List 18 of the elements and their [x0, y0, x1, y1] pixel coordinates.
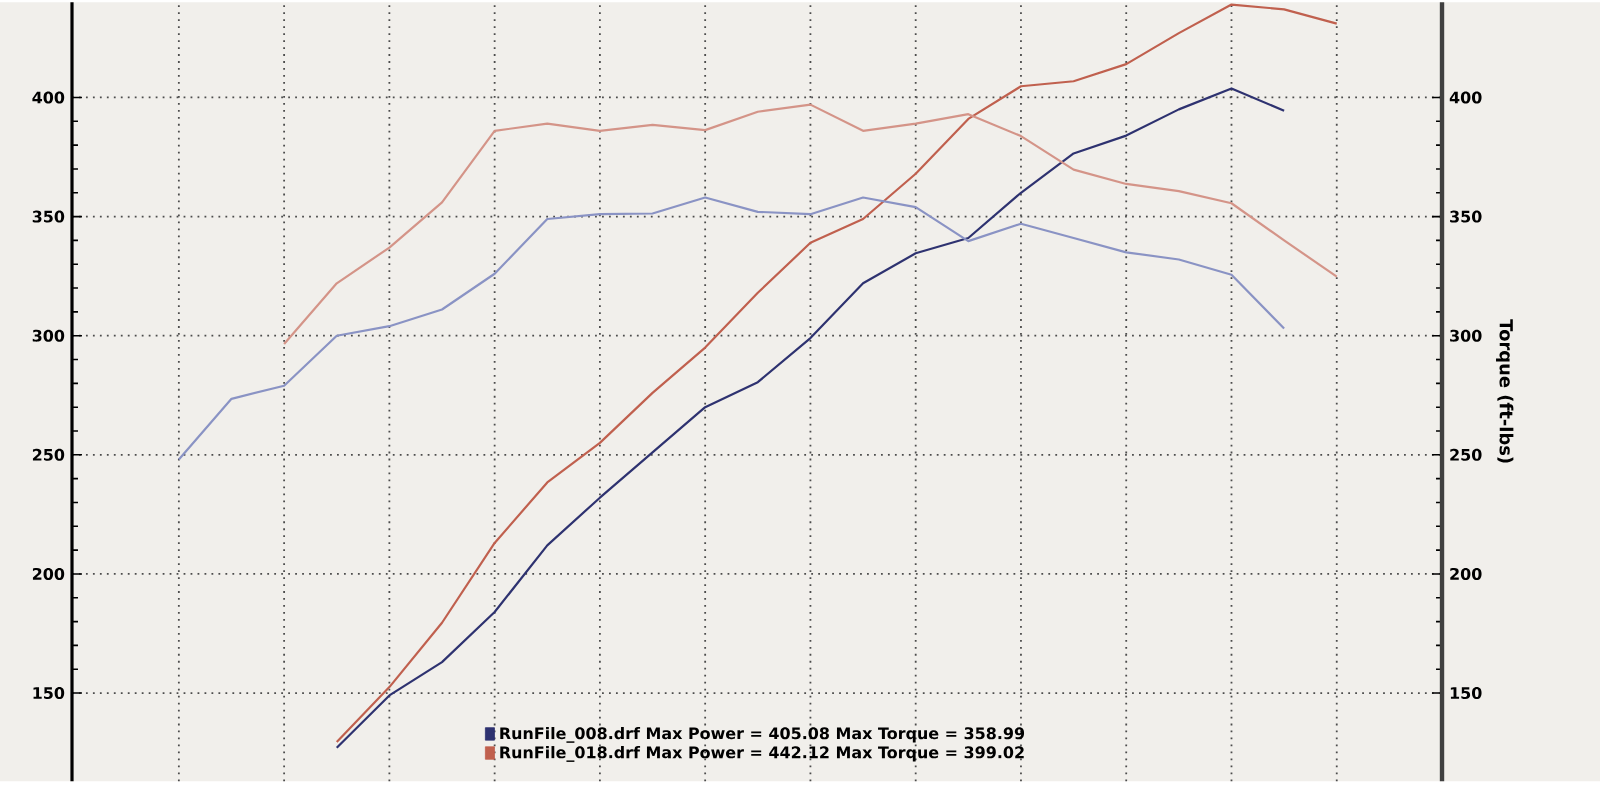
y2-tick-label: 150 [1450, 687, 1482, 700]
y-tick-label: 150 [33, 687, 65, 700]
line-series [283, 103, 1338, 346]
y2-tick-label: 350 [1450, 210, 1482, 223]
line-series [177, 196, 1286, 461]
legend-label: RunFile_018.drf Max Power = 442.12 Max Torque = 399.02 [500, 746, 1024, 762]
line-series [335, 3, 1338, 744]
y2-tick-label: 300 [1450, 329, 1482, 342]
y-tick-label: 350 [32, 210, 65, 223]
legend-label: RunFile_008.drf Max Power = 405.08 Max Torque = 358.99 [500, 727, 1025, 743]
y-tick-label: 400 [32, 91, 65, 104]
y2-tick-label: 250 [1450, 448, 1482, 461]
y-tick-label: 200 [32, 567, 65, 581]
y-tick-label: 250 [32, 448, 65, 461]
y-tick-label: 300 [32, 329, 65, 342]
y2-tick-label: 400 [1449, 91, 1482, 104]
y2-tick-label: 200 [1450, 567, 1482, 581]
y2-axis-title: Torque (ft-lbs) [1496, 319, 1514, 463]
